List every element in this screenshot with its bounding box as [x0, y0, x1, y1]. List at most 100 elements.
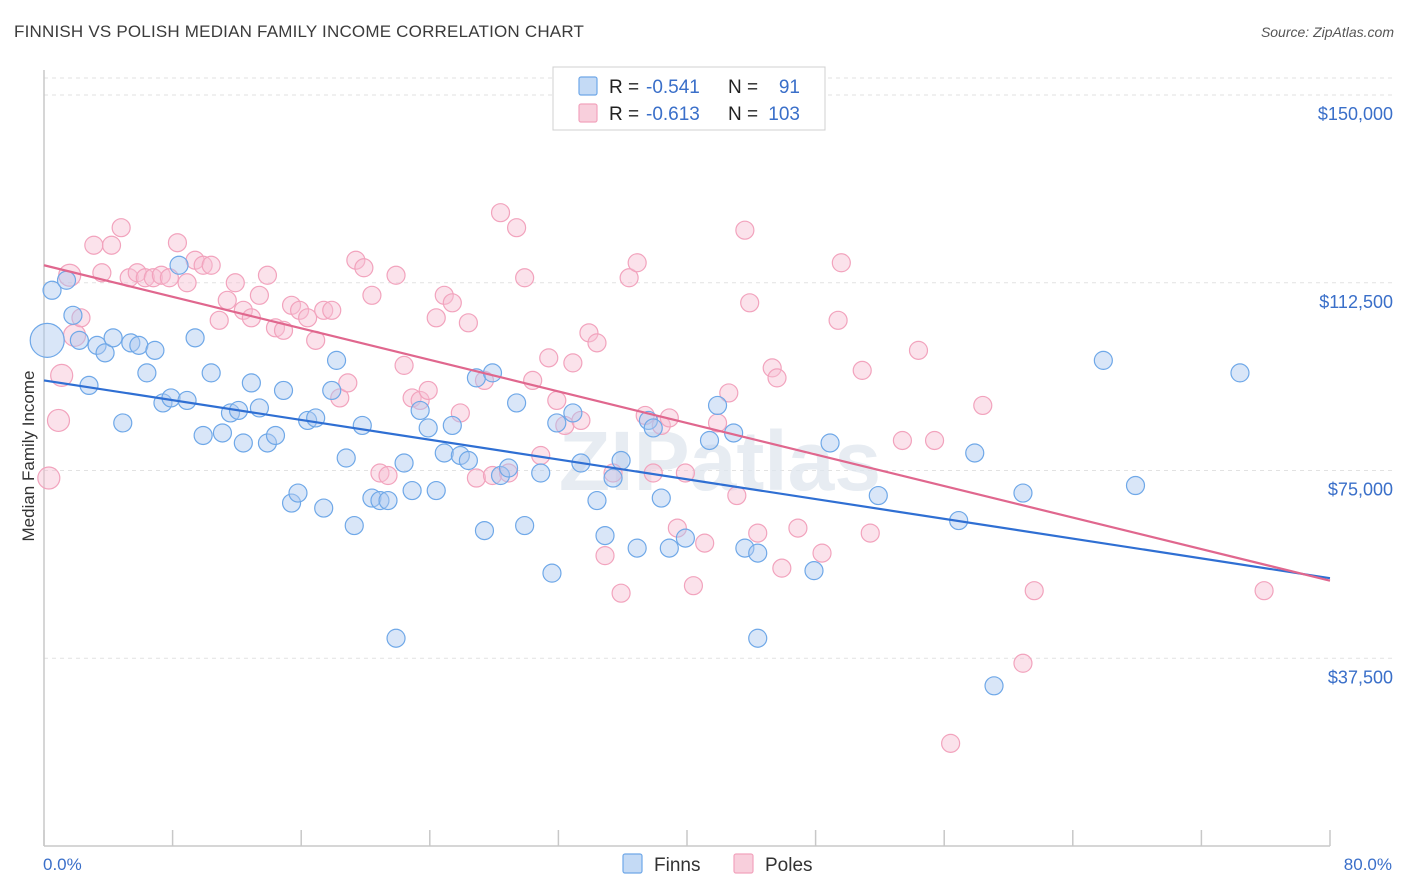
- finns-point: [603, 468, 623, 488]
- finns-point: [42, 280, 62, 300]
- finns-point: [627, 538, 647, 558]
- poles-point: [442, 293, 462, 313]
- poles-point: [1254, 581, 1274, 601]
- source-label: Source: ZipAtlas.com: [1260, 24, 1394, 40]
- poles-point: [547, 390, 567, 411]
- y-tick-label: $112,500: [1319, 292, 1393, 312]
- finns-point: [326, 350, 347, 370]
- finns-point: [273, 380, 294, 401]
- finns-trend-line: [43, 379, 1331, 580]
- finns-point: [515, 515, 535, 536]
- poles-point: [71, 308, 91, 328]
- poles-point: [924, 430, 945, 451]
- finns-point: [748, 543, 768, 563]
- poles-point: [595, 546, 615, 566]
- finns-point: [643, 418, 663, 438]
- finns-point: [651, 488, 671, 508]
- legend-n-value-poles: 103: [768, 104, 800, 125]
- y-tick-label: $75,000: [1328, 480, 1393, 500]
- poles-point: [812, 543, 832, 563]
- legend-r-label-poles: R =: [609, 104, 639, 125]
- legend-r-value-poles: -0.613: [646, 104, 700, 125]
- finns-point: [69, 330, 89, 350]
- finns-point: [129, 335, 149, 355]
- finns-point: [820, 433, 840, 453]
- poles-point: [735, 220, 755, 240]
- poles-point: [193, 255, 213, 275]
- grid-lines: [44, 77, 1392, 659]
- poles-point: [973, 395, 993, 416]
- x-tick-label-min: 0.0%: [43, 855, 82, 874]
- poles-point: [498, 463, 519, 483]
- finns-point: [169, 255, 189, 275]
- poles-point: [539, 348, 559, 368]
- poles-point: [135, 268, 155, 288]
- chart-title: FINNISH VS POLISH MEDIAN FAMILY INCOME C…: [14, 22, 585, 41]
- correlation-legend: R = -0.541 N = 91 R = -0.613 N = 103: [552, 66, 826, 131]
- poles-point: [111, 218, 131, 238]
- legend-n-value-finns: 91: [779, 77, 800, 98]
- y-tick-labels: $37,500 $75,000 $112,500 $150,000: [1318, 104, 1393, 687]
- poles-point: [322, 300, 342, 320]
- finns-point: [418, 418, 438, 438]
- finns-point: [121, 333, 141, 353]
- series-finns-points: [29, 255, 1250, 696]
- finns-point: [563, 403, 583, 423]
- finns-point: [113, 413, 133, 433]
- poles-point: [860, 523, 880, 543]
- poles-point: [611, 583, 631, 603]
- finns-point: [458, 450, 478, 471]
- x-tick-label-max: 80.0%: [1344, 855, 1392, 874]
- poles-point: [386, 265, 406, 285]
- finns-point: [314, 498, 334, 518]
- finns-point: [56, 270, 77, 290]
- finns-point: [735, 538, 755, 558]
- y-axis-label: Median Family Income: [19, 370, 38, 541]
- finns-point: [378, 490, 398, 511]
- finns-point: [145, 340, 165, 360]
- finns-point: [344, 515, 364, 536]
- poles-point: [167, 233, 188, 253]
- finns-point: [868, 485, 888, 506]
- poles-point: [667, 518, 687, 538]
- finns-point: [587, 490, 607, 511]
- poles-point: [762, 358, 782, 378]
- poles-point: [740, 293, 760, 313]
- y-tick-label: $150,000: [1318, 104, 1393, 124]
- poles-point: [748, 523, 768, 543]
- finns-point: [410, 400, 430, 421]
- finns-point: [402, 480, 422, 501]
- poles-point: [426, 308, 446, 328]
- finns-point: [394, 453, 414, 473]
- poles-point: [217, 290, 237, 310]
- poles-point: [908, 340, 929, 360]
- finns-point: [965, 443, 985, 463]
- poles-point: [418, 380, 438, 401]
- poles-point: [434, 285, 454, 305]
- finns-point: [87, 335, 107, 355]
- finns-point: [474, 520, 495, 541]
- finns-point: [29, 322, 65, 358]
- poles-point: [507, 218, 527, 238]
- poles-point: [466, 468, 487, 488]
- poles-point: [84, 235, 104, 255]
- finns-point: [984, 676, 1004, 696]
- poles-point: [695, 533, 715, 553]
- finns-point: [288, 483, 308, 503]
- poles-point: [362, 285, 382, 305]
- y-tick-label: $37,500: [1328, 667, 1393, 687]
- finns-point: [659, 538, 679, 558]
- finns-point: [434, 443, 454, 463]
- poles-point: [354, 258, 374, 278]
- poles-point: [892, 430, 913, 451]
- poles-point: [314, 300, 334, 320]
- poles-point: [346, 250, 366, 270]
- finns-point: [193, 425, 213, 446]
- trend-lines: [43, 264, 1331, 582]
- poles-point: [378, 465, 398, 486]
- finns-point: [507, 393, 527, 413]
- finns-point: [442, 415, 462, 436]
- finns-point: [257, 433, 278, 453]
- poles-point: [209, 310, 229, 330]
